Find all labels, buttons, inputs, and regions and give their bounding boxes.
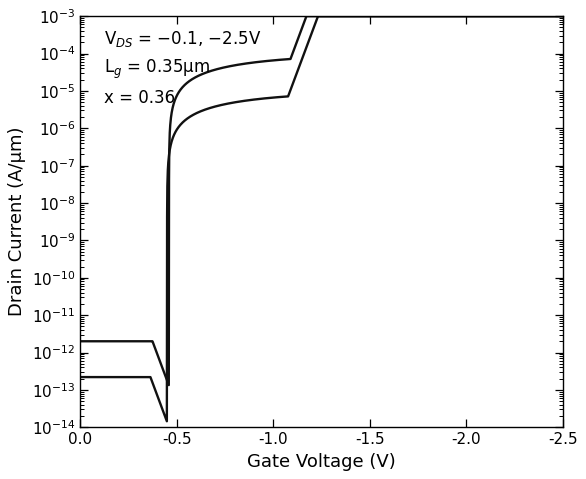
Y-axis label: Drain Current (A/μm): Drain Current (A/μm): [8, 127, 26, 317]
X-axis label: Gate Voltage (V): Gate Voltage (V): [247, 453, 396, 471]
Text: V$_{DS}$ = −0.1, −2.5V
L$_g$ = 0.35μm
x = 0.36: V$_{DS}$ = −0.1, −2.5V L$_g$ = 0.35μm x …: [104, 29, 262, 107]
